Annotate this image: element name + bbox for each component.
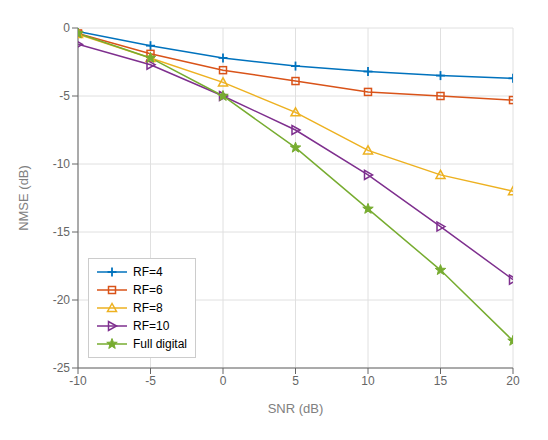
html-text:RF=6: RF=6 (133, 283, 163, 297)
html-text:RF=8: RF=8 (133, 301, 163, 315)
html-text:RF=4: RF=4 (133, 265, 163, 279)
svg-text:NMSE (dB): NMSE (dB) (16, 165, 31, 231)
svg-text:-25: -25 (53, 361, 71, 375)
html-text:RF=10: RF=10 (133, 319, 170, 333)
svg-text:10: 10 (361, 374, 375, 388)
svg-text:-15: -15 (53, 225, 71, 239)
svg-text:-5: -5 (145, 374, 156, 388)
svg-text:0: 0 (63, 21, 70, 35)
svg-text:20: 20 (506, 374, 520, 388)
svg-text:15: 15 (434, 374, 448, 388)
svg-text:-20: -20 (53, 293, 71, 307)
svg-text:-10: -10 (53, 157, 71, 171)
svg-text:-5: -5 (59, 89, 70, 103)
svg-text:5: 5 (292, 374, 299, 388)
svg-text:-10: -10 (69, 374, 87, 388)
svg-text:0: 0 (220, 374, 227, 388)
html-text:Full digital: Full digital (133, 337, 187, 351)
svg-text:SNR (dB): SNR (dB) (268, 401, 324, 416)
